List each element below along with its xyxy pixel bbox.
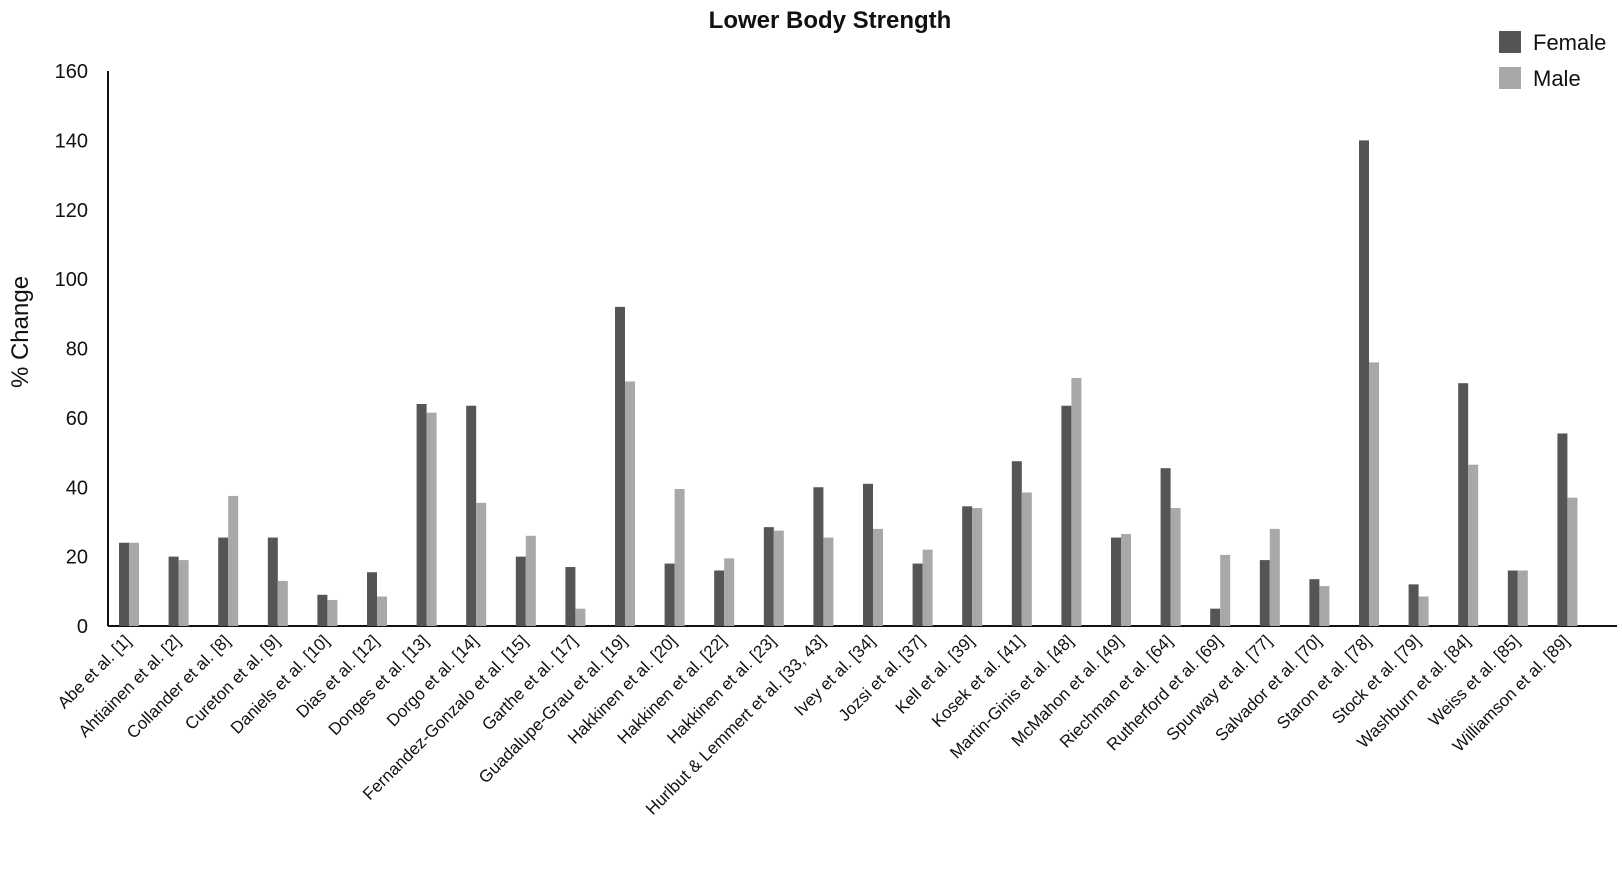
male-bar bbox=[1220, 554, 1231, 626]
female-bar bbox=[714, 570, 725, 626]
y-tick-label: 80 bbox=[66, 339, 88, 361]
female-bar bbox=[1507, 570, 1518, 626]
x-category-label: Hurlbut & Lemmert et al. [33, 43] bbox=[642, 631, 829, 818]
male-bar bbox=[674, 488, 685, 626]
male-bar bbox=[277, 580, 288, 626]
male-bar bbox=[129, 542, 139, 626]
female-bar bbox=[565, 567, 576, 626]
y-tick-label: 60 bbox=[66, 408, 88, 430]
y-axis-label: % Change bbox=[7, 276, 34, 388]
female-bar bbox=[1259, 560, 1270, 626]
female-bar bbox=[615, 306, 625, 626]
male-bar bbox=[426, 412, 437, 626]
female-bar bbox=[1061, 405, 1072, 626]
female-bar bbox=[1160, 468, 1171, 626]
female-bar bbox=[1408, 584, 1419, 626]
male-bar bbox=[823, 537, 834, 626]
female-bar bbox=[962, 506, 973, 626]
male-bar bbox=[178, 560, 189, 626]
y-tick-label: 20 bbox=[66, 547, 88, 569]
male-bar bbox=[922, 549, 933, 626]
male-bar bbox=[525, 535, 536, 626]
female-bar bbox=[317, 594, 328, 626]
male-bar bbox=[1071, 377, 1082, 626]
male-bar bbox=[1418, 596, 1429, 626]
male-bar bbox=[972, 508, 983, 626]
legend-label-female: Female bbox=[1533, 30, 1606, 55]
female-bar bbox=[416, 404, 427, 626]
female-bar bbox=[1458, 383, 1469, 626]
female-bar bbox=[515, 556, 526, 626]
female-bar bbox=[1309, 579, 1320, 626]
x-category-label: Weiss et al. [85] bbox=[1425, 631, 1524, 730]
female-bar bbox=[813, 487, 824, 626]
female-bar bbox=[1111, 537, 1121, 626]
female-bar bbox=[267, 537, 278, 626]
legend: Female Male bbox=[1499, 30, 1606, 91]
female-bar bbox=[1359, 140, 1369, 626]
chart-title: Lower Body Strength bbox=[709, 7, 952, 34]
male-bar bbox=[575, 608, 586, 626]
x-category-label: Stock et al. [79] bbox=[1328, 631, 1424, 727]
female-bar bbox=[218, 537, 229, 626]
female-bar bbox=[912, 563, 923, 626]
male-bar bbox=[773, 530, 784, 626]
male-bar bbox=[1319, 586, 1330, 626]
female-bar bbox=[367, 572, 377, 626]
x-category-label: Dorgo et al. [14] bbox=[383, 631, 482, 730]
y-axis-ticks: 0 20 40 60 80 100 120 140 160 bbox=[55, 61, 88, 638]
legend-label-male: Male bbox=[1533, 66, 1581, 91]
y-tick-label: 160 bbox=[55, 61, 88, 83]
male-bar bbox=[873, 528, 883, 626]
female-bar bbox=[119, 542, 129, 626]
male-bar bbox=[377, 596, 387, 626]
female-bar bbox=[863, 483, 873, 626]
x-category-label: Jozsi et al. [37] bbox=[835, 631, 929, 725]
y-tick-label: 100 bbox=[55, 269, 88, 291]
y-tick-label: 140 bbox=[55, 130, 88, 152]
y-tick-label: 40 bbox=[66, 477, 88, 499]
female-bar bbox=[1210, 608, 1221, 626]
male-bar bbox=[724, 558, 735, 626]
male-bar bbox=[327, 599, 338, 626]
male-bar bbox=[1021, 492, 1032, 626]
female-bar bbox=[168, 556, 179, 626]
male-bar bbox=[1468, 464, 1479, 626]
y-tick-label: 0 bbox=[77, 616, 88, 638]
x-axis-category-labels: Abe et al. [1]Ahtiainen et al. [2]Collan… bbox=[54, 631, 1573, 818]
legend-swatch-male bbox=[1499, 67, 1521, 89]
female-bar bbox=[664, 563, 675, 626]
legend-swatch-female bbox=[1499, 31, 1521, 53]
bar-series bbox=[119, 140, 1578, 626]
female-bar bbox=[1011, 461, 1022, 626]
female-bar bbox=[1557, 433, 1568, 626]
female-bar bbox=[763, 527, 774, 626]
female-bar bbox=[466, 405, 477, 626]
male-bar bbox=[1567, 497, 1578, 626]
male-bar bbox=[1170, 508, 1181, 626]
y-tick-label: 120 bbox=[55, 200, 88, 222]
male-bar bbox=[625, 381, 635, 626]
male-bar bbox=[476, 502, 487, 626]
male-bar bbox=[228, 495, 239, 626]
male-bar bbox=[1369, 362, 1379, 626]
male-bar bbox=[1517, 570, 1528, 626]
male-bar bbox=[1269, 528, 1280, 626]
male-bar bbox=[1121, 534, 1131, 626]
